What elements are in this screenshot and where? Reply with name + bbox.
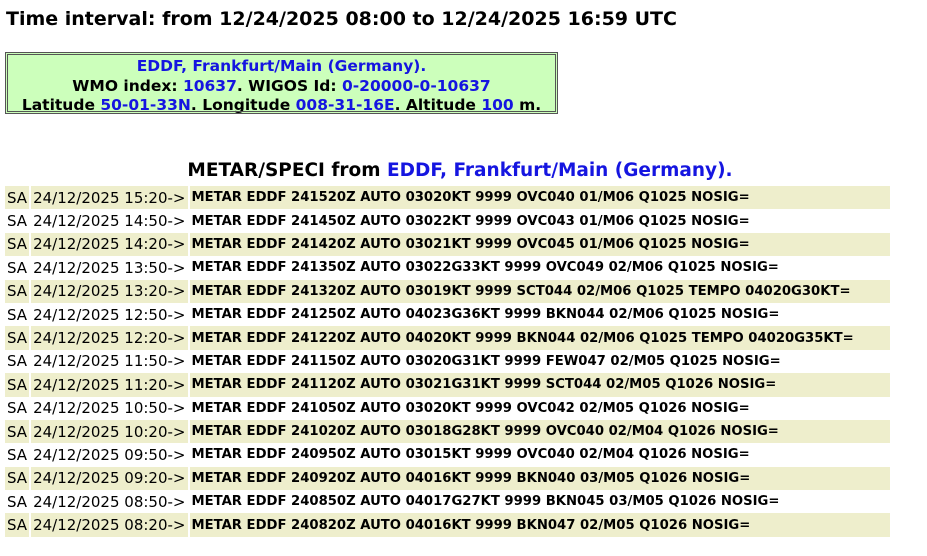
report-day: SA <box>7 399 28 418</box>
report-day: SA <box>5 419 30 444</box>
report-day: SA <box>7 445 28 464</box>
metar-row: SA 24/12/2025 14:20-> METAR EDDF 241420Z A… <box>5 232 890 257</box>
report-day: SA <box>5 232 30 257</box>
metar-row: SA 24/12/2025 12:50-> METAR EDDF 241250Z A… <box>5 303 890 326</box>
metar-text: METAR EDDF 240920Z AUTO 04016KT 9999 BKN… <box>189 466 890 491</box>
report-day: SA <box>7 258 28 277</box>
metar-text: METAR EDDF 241220Z AUTO 04020KT 9999 BKN… <box>189 326 890 350</box>
metar-row: SA 24/12/2025 11:50-> METAR EDDF 241150Z A… <box>5 350 890 373</box>
metar-table: SA 24/12/2025 15:20-> METAR EDDF 241520Z A… <box>3 186 892 537</box>
alt-unit: m. <box>513 96 542 114</box>
report-datetime: 24/12/2025 09:50-> <box>33 445 186 464</box>
metar-text: METAR EDDF 240850Z AUTO 04017G27KT 9999 … <box>191 494 780 510</box>
report-datetime: 24/12/2025 10:50-> <box>33 399 186 418</box>
metar-row: SA 24/12/2025 09:50-> METAR EDDF 240950Z A… <box>5 443 890 466</box>
metar-text: METAR EDDF 240950Z AUTO 03015KT 9999 OVC… <box>191 447 750 463</box>
report-datetime: 24/12/2025 12:20-> <box>31 326 188 350</box>
report-day: SA <box>7 492 28 511</box>
metar-row: SA 24/12/2025 15:20-> METAR EDDF 241520Z A… <box>5 186 890 210</box>
metar-row: SA 24/12/2025 12:20-> METAR EDDF 241220Z A… <box>5 326 890 350</box>
metar-text: METAR EDDF 241120Z AUTO 03021G31KT 9999 … <box>189 373 890 397</box>
report-datetime: 24/12/2025 08:20-> <box>31 513 188 537</box>
lon-label: . Longitude <box>190 96 296 114</box>
report-day: SA <box>5 326 30 350</box>
alt-label: . Altitude <box>394 96 482 114</box>
report-datetime: 24/12/2025 15:20-> <box>31 186 188 210</box>
report-datetime: 24/12/2025 13:20-> <box>31 279 188 303</box>
report-datetime: 24/12/2025 09:20-> <box>31 466 188 491</box>
report-datetime: 24/12/2025 13:50-> <box>33 258 186 277</box>
latitude: 50-01-33N <box>100 96 191 114</box>
metar-text: METAR EDDF 241420Z AUTO 03021KT 9999 OVC… <box>189 232 890 257</box>
metar-text: METAR EDDF 241520Z AUTO 03020KT 9999 OVC… <box>189 186 890 210</box>
report-day: SA <box>5 373 30 397</box>
report-datetime: 24/12/2025 11:20-> <box>31 373 188 397</box>
metar-row: SA 24/12/2025 13:50-> METAR EDDF 241350Z A… <box>5 256 890 279</box>
wigos-label: . WIGOS Id: <box>236 76 342 95</box>
metar-row: SA 24/12/2025 08:50-> METAR EDDF 240850Z A… <box>5 490 890 513</box>
heading-station: EDDF, Frankfurt/Main (Germany). <box>386 160 733 181</box>
metar-text: METAR EDDF 241050Z AUTO 03020KT 9999 OVC… <box>191 400 750 416</box>
lat-label: Latitude <box>21 96 101 114</box>
metar-text: METAR EDDF 241250Z AUTO 04023G36KT 9999 … <box>191 307 780 323</box>
metar-text: METAR EDDF 240820Z AUTO 04016KT 9999 BKN… <box>189 513 890 537</box>
station-info-box: EDDF, Frankfurt/Main (Germany). WMO inde… <box>5 52 558 114</box>
longitude: 008-31-16E <box>295 96 395 114</box>
metar-row: SA 24/12/2025 13:20-> METAR EDDF 241320Z A… <box>5 279 890 303</box>
report-day: SA <box>7 212 28 231</box>
wmo-index: 10637 <box>182 76 237 95</box>
report-datetime: 24/12/2025 14:20-> <box>31 232 188 257</box>
report-day: SA <box>5 186 30 210</box>
station-location: Latitude 50-01-33N. Longitude 008-31-16E… <box>6 96 557 116</box>
report-day: SA <box>7 305 28 324</box>
time-interval-title: Time interval: from 12/24/2025 08:00 to … <box>6 8 677 30</box>
metar-heading: METAR/SPECI from EDDF, Frankfurt/Main (G… <box>0 160 920 181</box>
metar-row: SA 24/12/2025 08:20-> METAR EDDF 240820Z A… <box>5 513 890 537</box>
report-datetime: 24/12/2025 08:50-> <box>33 492 186 511</box>
metar-text: METAR EDDF 241320Z AUTO 03019KT 9999 SCT… <box>189 279 890 303</box>
wigos-id: 0-20000-0-10637 <box>341 76 491 95</box>
report-day: SA <box>5 279 30 303</box>
metar-text: METAR EDDF 241450Z AUTO 03022KT 9999 OVC… <box>191 213 750 229</box>
report-datetime: 24/12/2025 11:50-> <box>33 352 186 371</box>
metar-row: SA 24/12/2025 10:20-> METAR EDDF 241020Z A… <box>5 419 890 444</box>
metar-text: METAR EDDF 241150Z AUTO 03020G31KT 9999 … <box>191 353 781 369</box>
wmo-label: WMO index: <box>72 76 183 95</box>
metar-text: METAR EDDF 241350Z AUTO 03022G33KT 9999 … <box>191 260 779 276</box>
metar-row: SA 24/12/2025 09:20-> METAR EDDF 240920Z A… <box>5 466 890 491</box>
report-datetime: 24/12/2025 14:50-> <box>33 212 186 231</box>
altitude: 100 <box>481 96 514 114</box>
report-datetime: 24/12/2025 10:20-> <box>31 419 188 444</box>
station-ids: WMO index: 10637. WIGOS Id: 0-20000-0-10… <box>6 77 557 97</box>
report-day: SA <box>5 513 30 537</box>
metar-text: METAR EDDF 241020Z AUTO 03018G28KT 9999 … <box>189 419 890 444</box>
metar-row: SA 24/12/2025 10:50-> METAR EDDF 241050Z A… <box>5 397 890 420</box>
report-day: SA <box>5 466 30 491</box>
station-name: EDDF, Frankfurt/Main (Germany). <box>136 57 427 75</box>
metar-row: SA 24/12/2025 14:50-> METAR EDDF 241450Z A… <box>5 209 890 232</box>
report-day: SA <box>7 352 28 371</box>
metar-row: SA 24/12/2025 11:20-> METAR EDDF 241120Z A… <box>5 373 890 397</box>
report-datetime: 24/12/2025 12:50-> <box>33 305 186 324</box>
heading-prefix: METAR/SPECI from <box>187 160 387 181</box>
